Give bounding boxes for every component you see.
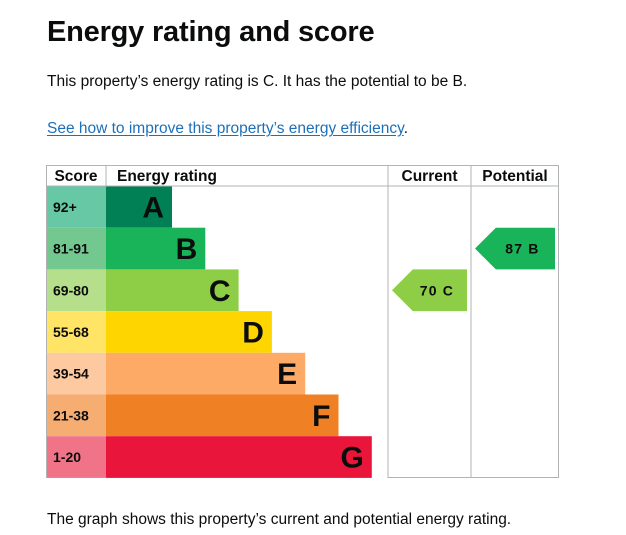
- link-suffix: .: [403, 120, 408, 137]
- page-title: Energy rating and score: [47, 16, 375, 48]
- energy-rating-chart: Score Energy rating Current Potential 92+ A 81…: [46, 165, 559, 478]
- current-rating-arrow: [392, 269, 467, 312]
- score-label-a: 92+: [53, 199, 77, 215]
- header-score: Score: [54, 168, 97, 185]
- score-cell-c: [46, 269, 106, 312]
- score-cell-f: [46, 394, 106, 437]
- score-label-f: 21-38: [53, 407, 89, 423]
- rating-letter-d: D: [242, 316, 264, 349]
- rating-bar-f: [106, 394, 339, 437]
- graph-footnote: The graph shows this property’s current …: [47, 511, 512, 528]
- header-energy-rating: Energy rating: [117, 168, 217, 185]
- energy-rating-graph: Score Energy rating Current Potential 92+ A 81…: [46, 165, 559, 478]
- score-cell-a: [46, 186, 106, 228]
- score-label-g: 1-20: [53, 449, 81, 465]
- rating-bar-e: [106, 352, 306, 395]
- score-label-c: 69-80: [53, 282, 89, 298]
- score-label-b: 81-91: [53, 241, 89, 257]
- header-potential: Potential: [482, 168, 547, 185]
- rating-bar-g: [106, 436, 372, 478]
- rating-letter-a: A: [142, 191, 164, 224]
- potential-rating-arrow: [475, 227, 555, 270]
- rating-letter-c: C: [209, 275, 231, 308]
- improve-link-line: See how to improve this property’s energ…: [47, 118, 408, 140]
- score-cell-b: [46, 227, 106, 270]
- score-cell-e: [46, 352, 106, 395]
- potential-rating-label: 87 B: [505, 241, 539, 257]
- rating-bar-a: [106, 186, 172, 228]
- rating-letter-b: B: [176, 233, 198, 266]
- rating-letter-g: G: [340, 442, 363, 475]
- rating-summary: This property’s energy rating is C. It h…: [47, 73, 468, 90]
- rating-bar-b: [106, 227, 206, 270]
- current-rating-label: 70 C: [420, 282, 454, 298]
- rating-bar-c: [106, 269, 239, 312]
- score-cell-g: [46, 436, 106, 478]
- rating-letter-f: F: [312, 400, 330, 433]
- score-label-d: 55-68: [53, 324, 89, 340]
- rating-bar-d: [106, 311, 272, 353]
- improve-energy-efficiency-link[interactable]: See how to improve this property’s energ…: [47, 120, 404, 137]
- score-cell-d: [46, 311, 106, 353]
- score-label-e: 39-54: [53, 366, 89, 382]
- header-current: Current: [402, 168, 458, 185]
- rating-letter-e: E: [277, 358, 297, 391]
